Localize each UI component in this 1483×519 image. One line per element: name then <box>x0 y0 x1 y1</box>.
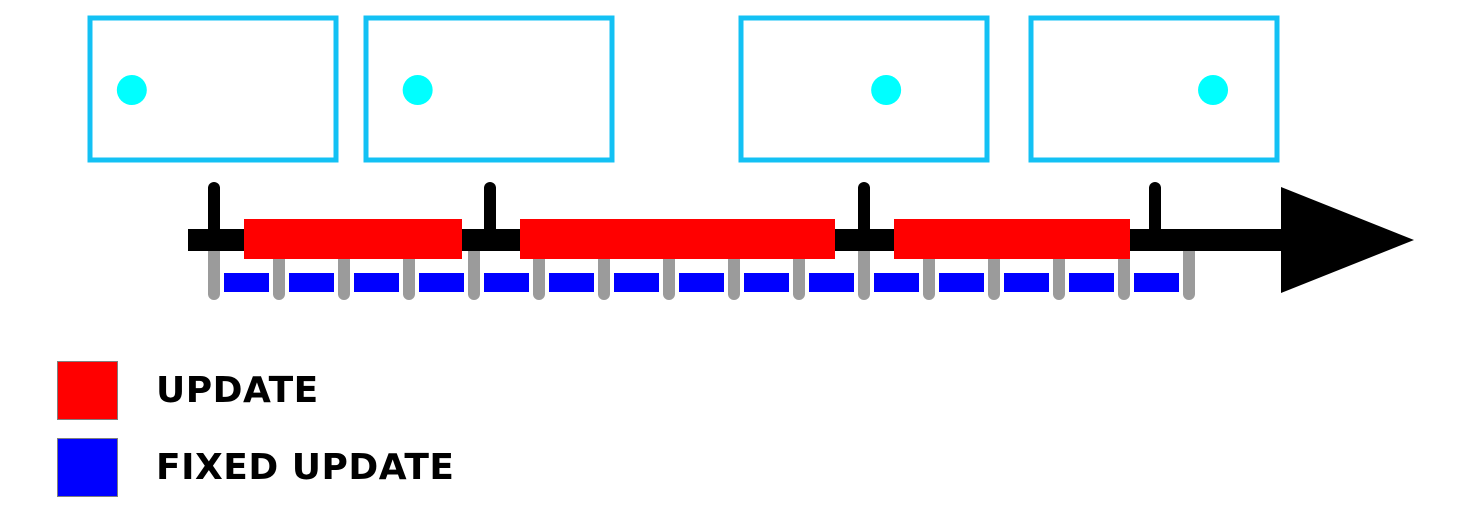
fixed-update-bar-9 <box>744 273 789 292</box>
frame-dot-1 <box>116 75 147 105</box>
legend-fixed-update-label: FIXED UPDATE <box>156 447 455 488</box>
update-layer <box>244 219 1130 259</box>
fixed-update-bar-11 <box>874 273 919 292</box>
fixed-update-bar-6 <box>549 273 594 292</box>
update-bar-2 <box>520 219 835 259</box>
fixed-update-bar-3 <box>354 273 399 292</box>
fixed-update-bar-14 <box>1069 273 1114 292</box>
frames-layer <box>87 15 1280 163</box>
timeline-arrowhead <box>1281 187 1414 293</box>
fixed-update-bar-8 <box>679 273 724 292</box>
fixed-update-bar-13 <box>1004 273 1049 292</box>
frame-dot-4 <box>1198 75 1229 105</box>
fixed-update-bar-4 <box>419 273 464 292</box>
fixed-update-bar-15 <box>1134 273 1179 292</box>
update-bar-1 <box>244 219 462 259</box>
legend-fixed-update: FIXED UPDATE <box>57 438 454 497</box>
frame-box-4 <box>1028 15 1280 163</box>
legend-update: UPDATE <box>57 361 319 420</box>
fixed-update-bar-7 <box>614 273 659 292</box>
frame-box-2 <box>363 15 615 163</box>
fixed-update-bar-2 <box>289 273 334 292</box>
fixed-update-bar-1 <box>224 273 269 292</box>
update-bar-3 <box>894 219 1130 259</box>
legend-update-label: UPDATE <box>156 370 319 411</box>
fixed-update-bar-12 <box>939 273 984 292</box>
legend-update-swatch <box>57 361 118 420</box>
frame-box-1 <box>87 15 339 163</box>
legend-fixed-update-swatch <box>57 438 118 497</box>
fixed-update-bar-5 <box>484 273 529 292</box>
timeline-diagram <box>87 15 1414 300</box>
frame-dot-2 <box>402 75 433 105</box>
frame-box-3 <box>738 15 990 163</box>
fixed-update-bar-10 <box>809 273 854 292</box>
frame-dot-3 <box>871 75 902 105</box>
